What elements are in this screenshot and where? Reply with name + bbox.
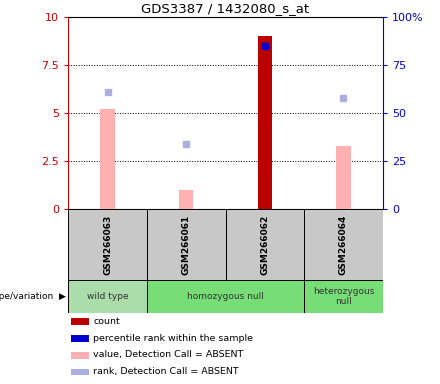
Text: GSM266062: GSM266062 — [260, 215, 269, 275]
Bar — [258, 36, 272, 209]
Title: GDS3387 / 1432080_s_at: GDS3387 / 1432080_s_at — [141, 2, 310, 15]
Bar — [147, 280, 304, 313]
Text: rank, Detection Call = ABSENT: rank, Detection Call = ABSENT — [93, 367, 239, 376]
Bar — [71, 318, 88, 325]
Bar — [147, 209, 226, 280]
Bar — [100, 109, 114, 209]
Bar — [304, 280, 383, 313]
Text: value, Detection Call = ABSENT: value, Detection Call = ABSENT — [93, 351, 244, 359]
Text: count: count — [93, 317, 120, 326]
Bar — [304, 209, 383, 280]
Text: heterozygous
null: heterozygous null — [313, 287, 374, 306]
Bar — [337, 146, 351, 209]
Text: GSM266064: GSM266064 — [339, 215, 348, 275]
Text: GSM266061: GSM266061 — [182, 215, 191, 275]
Bar — [71, 369, 88, 376]
Bar — [68, 280, 147, 313]
Bar — [71, 335, 88, 342]
Bar — [68, 209, 147, 280]
Text: percentile rank within the sample: percentile rank within the sample — [93, 334, 253, 343]
Bar — [179, 190, 193, 209]
Text: genotype/variation  ▶: genotype/variation ▶ — [0, 292, 66, 301]
Bar — [71, 352, 88, 359]
Text: wild type: wild type — [87, 292, 128, 301]
Bar — [226, 209, 304, 280]
Text: GSM266063: GSM266063 — [103, 215, 112, 275]
Text: homozygous null: homozygous null — [187, 292, 264, 301]
